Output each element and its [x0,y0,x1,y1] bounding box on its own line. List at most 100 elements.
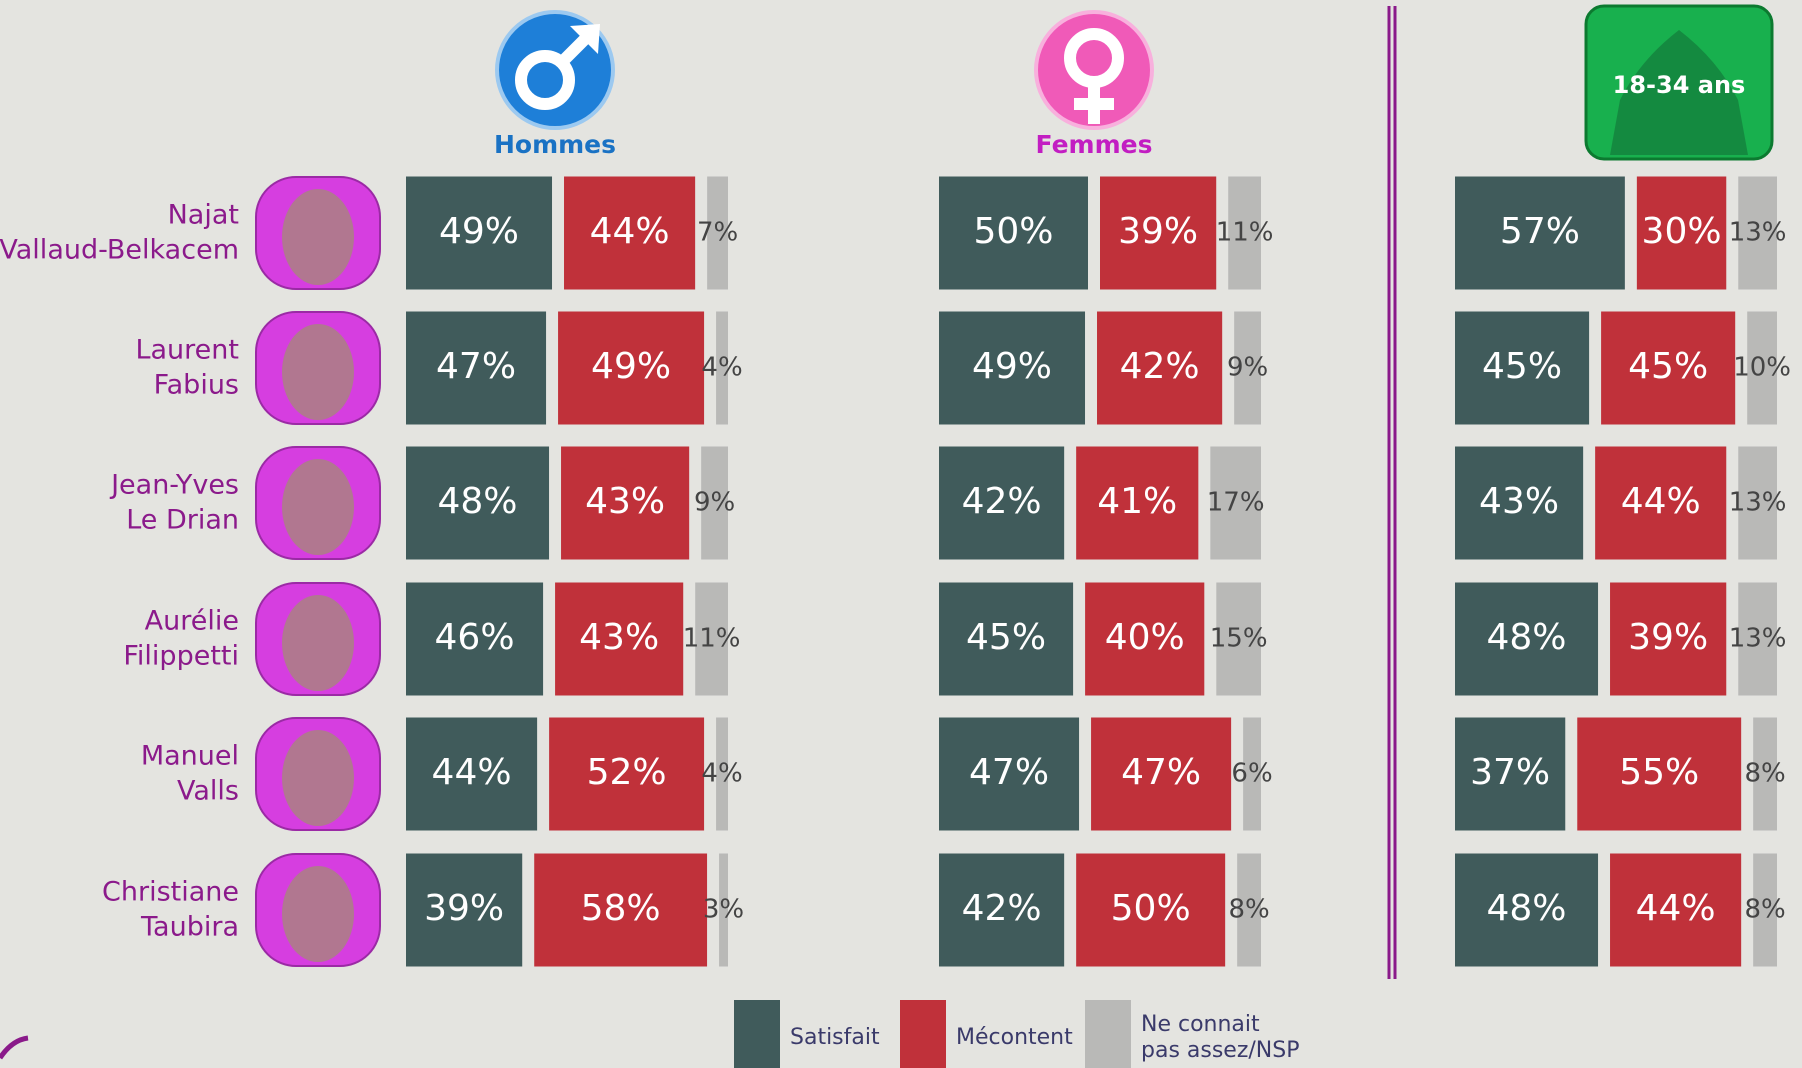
value-label: 43% [585,481,665,522]
bar-segment [1753,853,1777,967]
bar-segment [707,176,728,290]
bar-segment [1097,311,1223,425]
value-label: 6% [1231,759,1272,789]
bar-segment [939,717,1080,831]
bar-segment [939,582,1074,696]
row-label: Laurent [135,335,239,366]
female-icon [1034,10,1154,130]
value-label: 13% [1729,488,1787,518]
value-label: 15% [1210,624,1268,654]
bar-segment [564,176,696,290]
value-label: 47% [1121,752,1201,793]
value-label: 41% [1097,481,1177,522]
male-icon [495,10,615,130]
legend-label: Satisfait [790,1025,880,1050]
value-label: 13% [1729,218,1787,248]
bar-segment [1455,853,1599,967]
age-icon [1584,4,1774,161]
value-label: 45% [1628,346,1708,387]
value-label: 43% [579,617,659,658]
bar-segment [939,446,1065,560]
bar-segment [1455,582,1599,696]
row-label: Christiane [102,877,239,908]
value-label: 44% [1621,481,1701,522]
bar-segment [1610,582,1727,696]
value-label: 42% [962,888,1042,929]
photo-face [282,866,354,962]
bar-segment [701,446,728,560]
value-label: 45% [966,617,1046,658]
bar-segment [1237,853,1261,967]
bar-segment [695,582,728,696]
value-label: 47% [969,752,1049,793]
value-label: 39% [424,888,504,929]
value-label: 39% [1628,617,1708,658]
bar-segment [1610,853,1742,967]
bar-segment [1738,176,1777,290]
value-label: 7% [697,218,738,248]
bar-segment [1636,176,1727,290]
row-label: Filippetti [123,641,239,672]
bar-segment [406,311,547,425]
bar-segment [406,853,523,967]
bar-segment [1085,582,1205,696]
value-label: 42% [962,481,1042,522]
bar-segment [939,853,1065,967]
value-label: 47% [436,346,516,387]
bar-segment [561,446,690,560]
bar-segment [555,582,684,696]
legend-label: Ne connait [1141,1012,1260,1037]
bar-segment [719,853,728,967]
value-label: 9% [694,488,735,518]
photo-face [282,459,354,555]
photo-face [282,324,354,420]
bar-segment [1601,311,1736,425]
value-label: 11% [1216,218,1274,248]
bar-segment [1076,853,1226,967]
value-label: 13% [1729,624,1787,654]
bar-segment [1455,717,1566,831]
value-label: 37% [1470,752,1550,793]
value-label: 10% [1733,353,1791,383]
bar-segment [1577,717,1742,831]
bar-segment [1738,446,1777,560]
panel-title: Femmes [1036,130,1153,159]
legend-swatch [734,1000,780,1068]
bar-segment [1455,311,1590,425]
value-label: 4% [701,353,742,383]
value-label: 49% [972,346,1052,387]
value-label: 49% [439,211,519,252]
value-label: 45% [1482,346,1562,387]
row-label: Le Drian [126,505,239,536]
value-label: 58% [581,888,661,929]
legend-label: Mécontent [956,1025,1073,1050]
bar-segment [534,853,708,967]
value-label: 49% [591,346,671,387]
bar-segment [1228,176,1261,290]
legend-label: pas assez/NSP [1141,1038,1300,1063]
bar-segment [939,176,1088,290]
value-label: 44% [432,752,512,793]
bar-segment [406,176,553,290]
value-label: 44% [1636,888,1716,929]
bar-segment [716,717,728,831]
value-label: 43% [1479,481,1559,522]
value-label: 57% [1500,211,1580,252]
value-label: 55% [1619,752,1699,793]
bar-segment [1738,582,1777,696]
value-label: 42% [1120,346,1200,387]
row-label: Aurélie [145,606,239,637]
value-label: 50% [973,211,1053,252]
row-label: Fabius [154,370,239,401]
row-label: Jean-Yves [109,470,239,501]
value-label: 48% [438,481,518,522]
value-label: 48% [1487,888,1567,929]
row-label: Najat [168,200,239,231]
bar-segment [1243,717,1261,831]
value-label: 48% [1487,617,1567,658]
bar-segment [1753,717,1777,831]
value-label: 8% [1744,759,1785,789]
bar-segment [1091,717,1232,831]
bar-segment [1210,446,1261,560]
